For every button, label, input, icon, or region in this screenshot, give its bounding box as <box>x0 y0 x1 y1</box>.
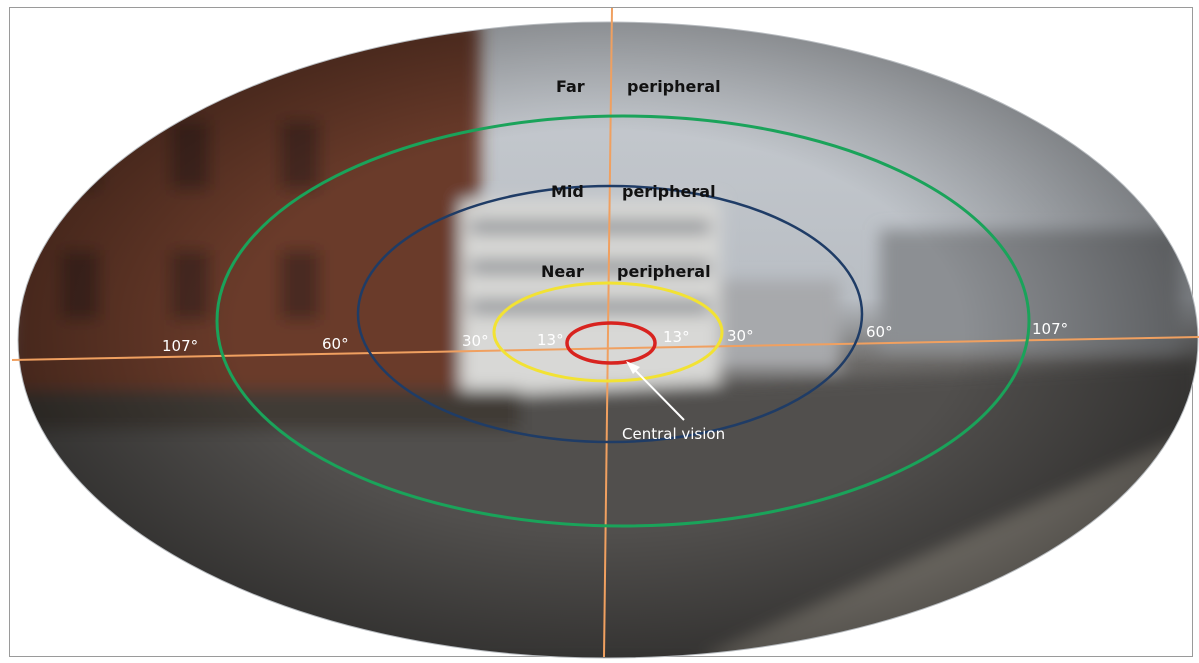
angle-right-30: 30° <box>727 327 754 345</box>
mid-peripheral-ring <box>356 184 864 444</box>
angle-right-13: 13° <box>663 328 690 346</box>
central-vision-label: Central vision <box>622 425 725 443</box>
central-vision-ring <box>565 321 657 365</box>
field-outline <box>17 21 1199 659</box>
angle-left-30: 30° <box>462 332 489 350</box>
mid-label-word2: peripheral <box>622 182 716 201</box>
mid-label-word1: Mid <box>551 182 584 201</box>
near-label-word1: Near <box>541 262 584 281</box>
far-label-word1: Far <box>556 77 585 96</box>
arrowhead-icon <box>626 361 640 374</box>
angle-left-107: 107° <box>162 337 198 355</box>
angle-right-107: 107° <box>1032 320 1068 338</box>
horizontal-axis <box>11 336 1199 361</box>
far-peripheral-ring <box>215 114 1031 528</box>
near-peripheral-ring <box>492 281 724 383</box>
angle-left-13: 13° <box>537 331 564 349</box>
angle-right-60: 60° <box>866 323 893 341</box>
central-vision-arrow <box>632 367 685 421</box>
near-label-word2: peripheral <box>617 262 711 281</box>
far-label-word2: peripheral <box>627 77 721 96</box>
angle-left-60: 60° <box>322 335 349 353</box>
